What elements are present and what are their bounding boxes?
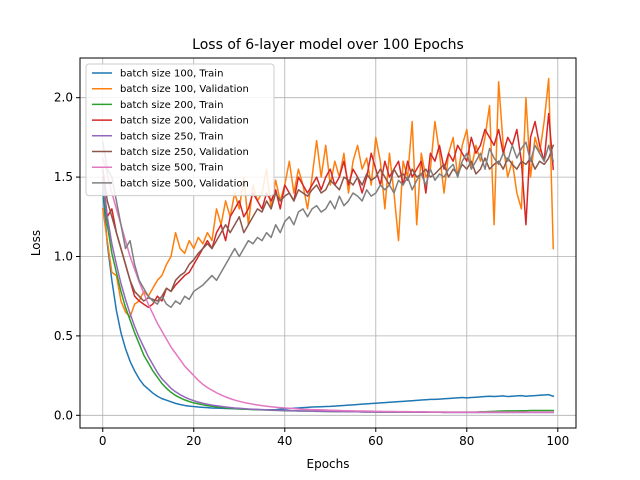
y-axis-label: Loss [29,230,43,256]
y-tick-label: 1.0 [54,249,73,263]
x-axis-label: Epochs [307,457,350,471]
x-tick-label: 40 [277,434,292,448]
legend-entry: batch size 500, Train [120,163,223,174]
series-line-3 [101,184,554,413]
y-tick-label: 0.5 [54,329,73,343]
legend-entry: batch size 200, Validation [120,116,249,127]
y-tick-label: 0.0 [54,408,73,422]
legend: batch size 100, Train batch size 100, Val… [85,63,275,197]
chart-title: Loss of 6-layer model over 100 Epochs [192,37,464,53]
series-line-6 [101,144,555,302]
x-tick-label: 20 [186,434,201,448]
series-line-5 [101,179,554,414]
x-tick-label: 0 [99,434,107,448]
axis-ticks: 0 20 40 60 80 100 0.0 0.5 1.0 1.5 2.0 [54,91,569,448]
x-tick-label: 80 [459,434,474,448]
series-line-8 [101,141,555,309]
x-tick-label: 60 [368,434,383,448]
legend-entry: batch size 250, Train [120,131,223,142]
series-lines [101,77,555,414]
series-line-2 [101,77,555,318]
legend-entry: batch size 100, Train [120,69,223,80]
y-tick-label: 2.0 [54,91,73,105]
legend-entry: batch size 200, Train [120,100,223,111]
series-line-7 [101,157,554,413]
series-line-4 [101,112,555,309]
x-tick-label: 100 [546,434,569,448]
series-line-1 [101,188,555,411]
legend-entry: batch size 100, Validation [120,84,249,95]
legend-box [85,63,275,197]
plot-area-frame [79,57,577,429]
y-tick-label: 1.5 [54,170,73,184]
legend-entry: batch size 500, Validation [120,178,249,189]
legend-entry: batch size 250, Validation [120,147,249,158]
